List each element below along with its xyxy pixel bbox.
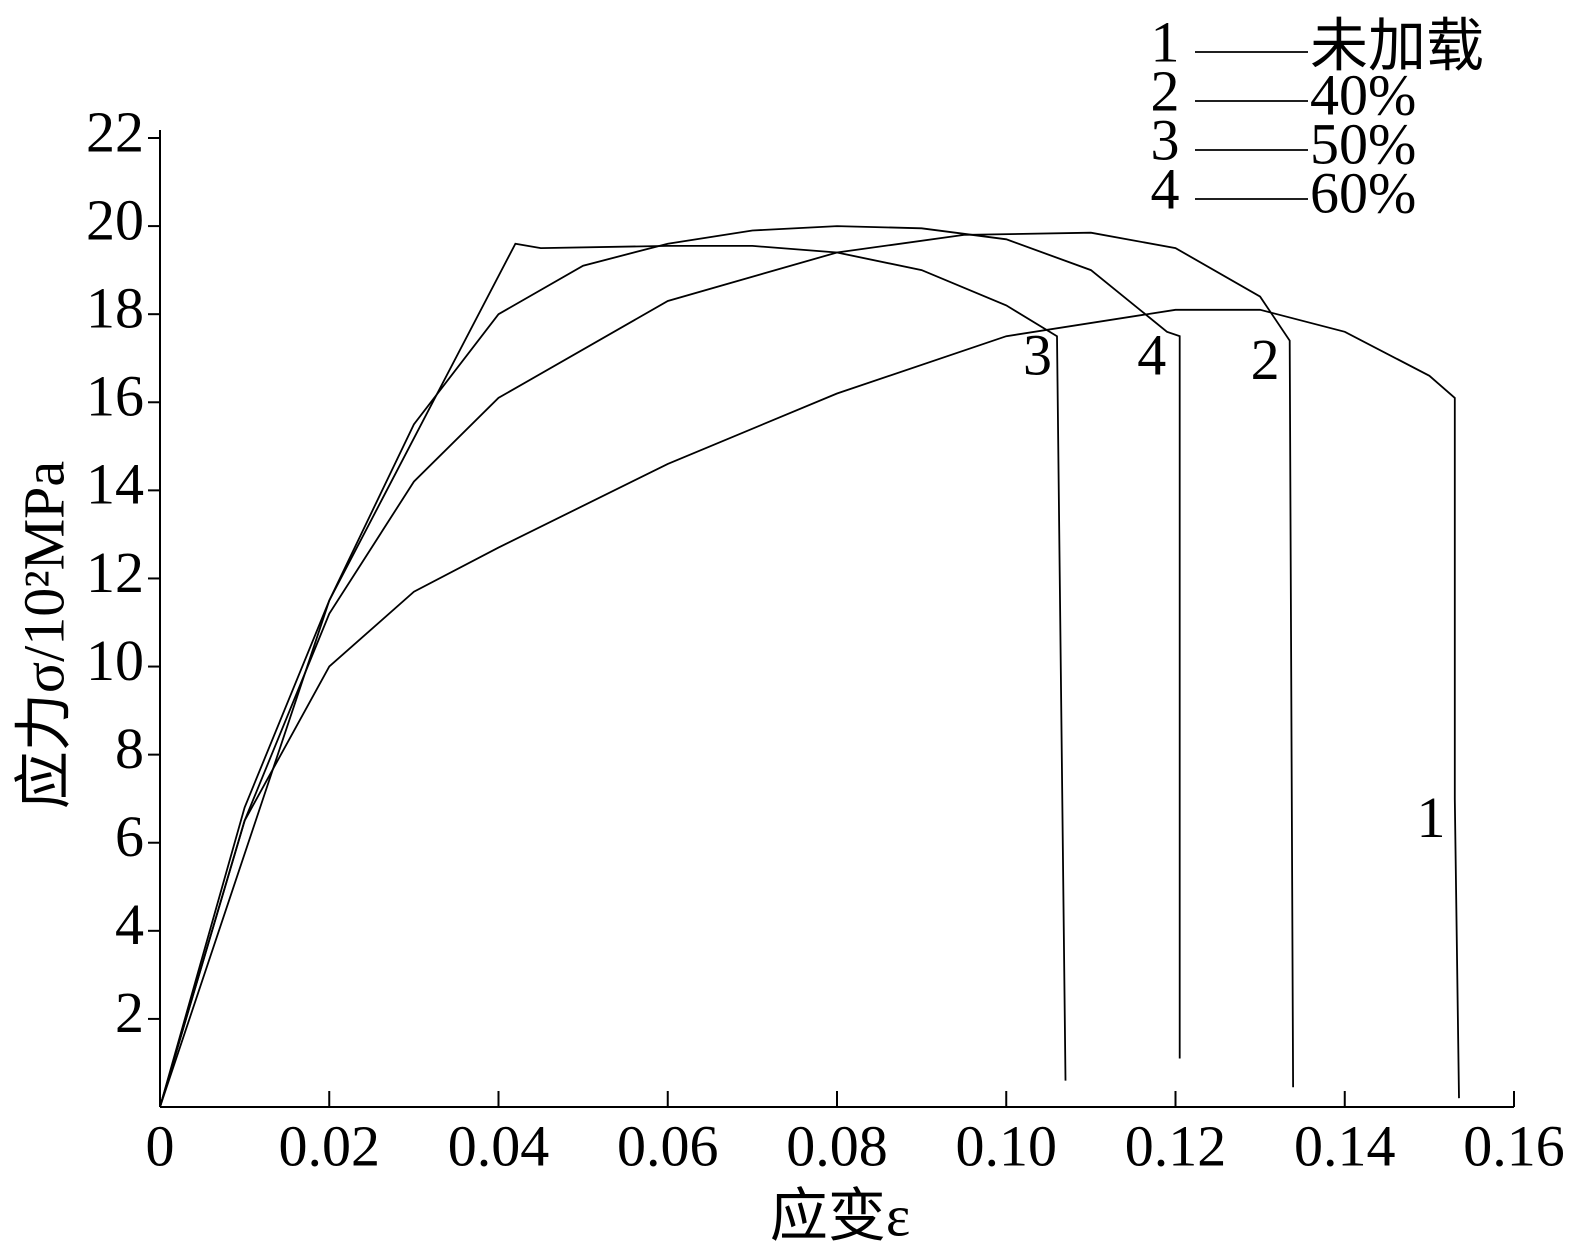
legend-number: 1	[1151, 9, 1180, 74]
x-tick-label: 0.08	[786, 1113, 888, 1178]
x-tick-label: 0.06	[617, 1113, 719, 1178]
legend-label: 50%	[1310, 111, 1416, 176]
x-tick-label: 0.10	[956, 1113, 1058, 1178]
y-tick-label: 12	[86, 540, 144, 605]
y-tick-label: 4	[115, 892, 144, 957]
series-line	[159, 308, 1460, 1108]
y-axis-label: 应力σ/10²MPa	[11, 461, 76, 809]
legend-number: 4	[1151, 156, 1180, 221]
y-tick-label: 10	[86, 628, 144, 693]
x-tick-label: 0.02	[279, 1113, 381, 1178]
curve-label: 3	[1023, 323, 1052, 388]
legend-number: 2	[1151, 58, 1180, 123]
x-tick-label: 0.14	[1294, 1113, 1396, 1178]
series-line	[159, 231, 1294, 1108]
legend-label: 60%	[1310, 160, 1416, 225]
series-line	[159, 225, 1181, 1108]
x-tick-label: 0	[146, 1113, 175, 1178]
series-line	[159, 242, 1067, 1108]
curve-label: 4	[1137, 323, 1166, 388]
y-tick-label: 6	[115, 804, 144, 869]
legend-label: 40%	[1310, 62, 1416, 127]
curve-label: 1	[1416, 785, 1445, 850]
y-tick-label: 2	[115, 980, 144, 1045]
y-tick-label: 22	[86, 99, 144, 164]
y-tick-label: 18	[86, 275, 144, 340]
curve-label: 2	[1251, 327, 1280, 392]
legend-number: 3	[1151, 107, 1180, 172]
y-tick-label: 16	[86, 364, 144, 429]
y-tick-label: 8	[115, 716, 144, 781]
legend-label: 未加载	[1310, 13, 1484, 78]
y-tick-label: 14	[86, 452, 144, 517]
x-tick-label: 0.12	[1125, 1113, 1227, 1178]
x-tick-label: 0.16	[1463, 1113, 1565, 1178]
x-tick-label: 0.04	[448, 1113, 550, 1178]
x-axis-label: 应变ε	[770, 1183, 910, 1248]
y-tick-label: 20	[86, 187, 144, 252]
